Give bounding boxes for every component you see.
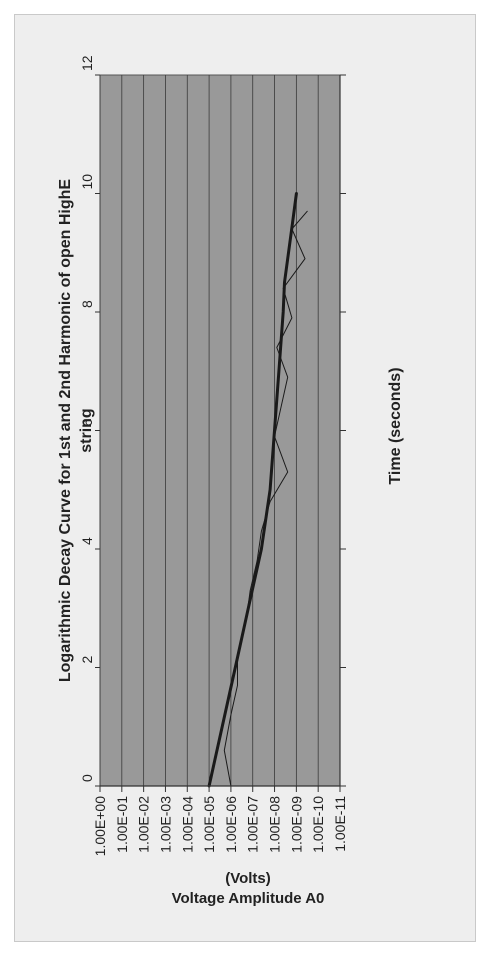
x-tick-label: 0 <box>79 774 95 782</box>
y-tick-label: 1.00E-09 <box>288 796 304 853</box>
y-tick-labels: 1.00E+00 1.00E-01 1.00E-02 1.00E-03 1.00E-04… <box>92 786 348 856</box>
y-tick-label: 1.00E-03 <box>157 796 173 853</box>
x-tick-label: 6 <box>79 419 95 427</box>
y-axis-label: Voltage Amplitude A0 <box>172 890 325 907</box>
series-layer <box>207 192 308 788</box>
y-tick-label: 1.00E-01 <box>114 796 130 853</box>
y-tick-label: 1.00E-10 <box>310 796 326 853</box>
decay-chart: 1.00E+00 1.00E-01 1.00E-02 1.00E-03 1.00E-04… <box>57 55 404 907</box>
chart-frame: 1.00E+00 1.00E-01 1.00E-02 1.00E-03 1.00E-04… <box>14 14 476 942</box>
y-tick-label: 1.00E-02 <box>136 796 152 853</box>
y-tick-label: 1.00E-04 <box>179 796 195 853</box>
x-axis-label: Time (seconds) <box>387 367 404 484</box>
x-tick-label: 10 <box>79 174 95 190</box>
y-tick-label: 1.00E+00 <box>92 796 108 857</box>
series-line-2 <box>223 210 308 787</box>
y-tick-label: 1.00E-07 <box>245 796 261 853</box>
series-line-1 <box>207 192 298 788</box>
plot-area <box>99 74 341 787</box>
x-tick-label: 4 <box>79 537 95 545</box>
x-tick-label: 12 <box>79 55 95 71</box>
y-tick-label: 1.00E-05 <box>201 796 217 853</box>
y-axis-label-unit: (Volts) <box>225 870 271 887</box>
y-tick-label: 1.00E-11 <box>332 796 348 852</box>
x-tick-label: 8 <box>79 300 95 308</box>
y-tick-label: 1.00E-06 <box>223 796 239 853</box>
x-tick-label: 2 <box>79 656 95 664</box>
x-tick-labels: 0 2 4 6 8 10 12 <box>79 55 346 787</box>
chart-title: Logarithmic Decay Curve for 1st and 2nd … <box>57 179 74 683</box>
y-tick-label: 1.00E-08 <box>267 796 283 853</box>
chart-title-line-2: string <box>78 408 95 452</box>
